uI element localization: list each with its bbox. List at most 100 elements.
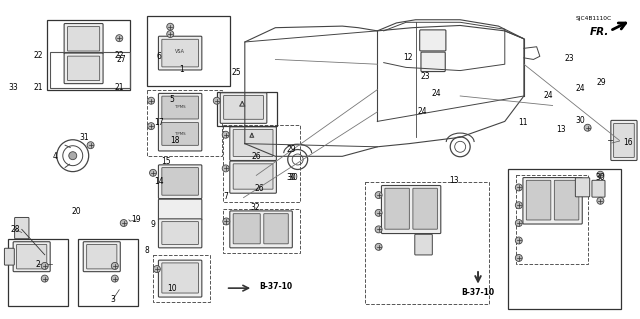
Text: 2: 2 (36, 260, 41, 269)
Text: 19: 19 (132, 215, 141, 224)
FancyBboxPatch shape (230, 127, 276, 160)
Text: TPMS: TPMS (175, 105, 185, 109)
FancyBboxPatch shape (611, 120, 637, 160)
Circle shape (150, 169, 157, 176)
FancyBboxPatch shape (86, 244, 117, 269)
Bar (365, 182, 489, 304)
FancyBboxPatch shape (4, 248, 14, 265)
Text: B-37-10: B-37-10 (461, 288, 495, 297)
Text: 10: 10 (167, 284, 177, 293)
FancyBboxPatch shape (233, 214, 260, 244)
Text: 1: 1 (179, 65, 184, 74)
Text: 13: 13 (556, 125, 566, 134)
FancyBboxPatch shape (162, 263, 198, 293)
Text: SJC4B1110C: SJC4B1110C (576, 16, 612, 21)
FancyBboxPatch shape (233, 130, 273, 156)
Circle shape (148, 123, 155, 130)
Text: 3: 3 (111, 295, 115, 304)
Circle shape (515, 184, 522, 191)
FancyBboxPatch shape (614, 123, 634, 157)
Circle shape (41, 275, 48, 282)
Text: 30: 30 (287, 174, 296, 182)
Circle shape (148, 97, 155, 104)
FancyBboxPatch shape (233, 164, 273, 189)
Circle shape (597, 197, 604, 204)
Circle shape (515, 202, 522, 209)
Bar (516, 175, 588, 264)
Circle shape (154, 266, 161, 272)
FancyBboxPatch shape (83, 242, 120, 272)
Text: 14: 14 (155, 177, 164, 186)
Text: 17: 17 (155, 118, 164, 128)
Circle shape (375, 192, 382, 198)
Text: 30: 30 (575, 116, 585, 125)
Text: 28: 28 (11, 225, 20, 234)
Text: 6: 6 (157, 52, 162, 61)
FancyBboxPatch shape (385, 188, 410, 229)
Text: 29: 29 (597, 78, 607, 87)
Text: 30: 30 (289, 174, 298, 182)
FancyBboxPatch shape (230, 211, 292, 248)
FancyBboxPatch shape (162, 167, 198, 195)
FancyBboxPatch shape (162, 222, 198, 244)
FancyBboxPatch shape (575, 178, 589, 197)
Text: 22: 22 (34, 51, 43, 60)
Text: 25: 25 (231, 68, 241, 77)
Bar (147, 90, 222, 156)
Circle shape (167, 31, 173, 38)
Circle shape (111, 263, 118, 269)
Circle shape (375, 209, 382, 216)
Text: B-37-10: B-37-10 (259, 282, 292, 291)
Text: 29: 29 (287, 145, 296, 154)
FancyBboxPatch shape (162, 96, 198, 119)
Circle shape (116, 35, 123, 42)
Text: 13: 13 (449, 176, 459, 185)
Text: 31: 31 (79, 133, 89, 142)
Circle shape (222, 131, 229, 138)
FancyBboxPatch shape (526, 180, 551, 220)
FancyBboxPatch shape (223, 95, 264, 119)
Text: 4: 4 (53, 152, 58, 161)
Text: 33: 33 (8, 83, 18, 92)
FancyBboxPatch shape (13, 242, 50, 272)
Bar (223, 124, 300, 202)
Circle shape (41, 263, 48, 269)
FancyBboxPatch shape (420, 30, 446, 51)
Circle shape (111, 275, 118, 282)
Text: 23: 23 (420, 72, 430, 81)
Bar (217, 92, 277, 126)
Text: 12: 12 (403, 53, 413, 62)
FancyBboxPatch shape (68, 56, 100, 81)
FancyBboxPatch shape (64, 53, 103, 84)
Text: 16: 16 (623, 138, 633, 147)
Circle shape (222, 165, 229, 172)
Text: 27: 27 (116, 55, 126, 64)
Text: 24: 24 (417, 107, 427, 116)
FancyBboxPatch shape (159, 199, 202, 220)
FancyBboxPatch shape (15, 218, 29, 239)
FancyBboxPatch shape (159, 36, 202, 70)
FancyBboxPatch shape (415, 234, 432, 255)
FancyBboxPatch shape (17, 244, 47, 269)
Text: 9: 9 (150, 220, 156, 229)
FancyBboxPatch shape (159, 93, 202, 151)
Circle shape (223, 218, 230, 225)
Text: 26: 26 (252, 152, 261, 161)
FancyBboxPatch shape (554, 180, 579, 220)
Text: 8: 8 (144, 246, 149, 255)
Bar (47, 20, 130, 90)
Bar (147, 16, 230, 86)
Circle shape (120, 219, 127, 226)
Text: 30: 30 (595, 174, 605, 182)
Circle shape (68, 152, 77, 160)
Circle shape (375, 226, 382, 233)
Circle shape (213, 97, 220, 104)
Text: 15: 15 (161, 157, 171, 166)
Text: 24: 24 (543, 91, 553, 100)
FancyBboxPatch shape (68, 26, 100, 51)
FancyBboxPatch shape (381, 186, 441, 234)
Text: 32: 32 (250, 203, 260, 211)
FancyBboxPatch shape (162, 122, 198, 145)
Circle shape (515, 237, 522, 244)
Circle shape (87, 142, 94, 149)
